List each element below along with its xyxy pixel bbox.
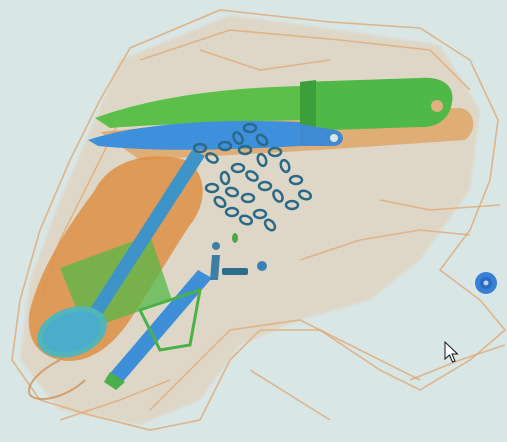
second-knife-icon [88,120,343,150]
pen-icon [104,270,212,390]
chain-icon [192,122,313,232]
coin-icon [475,272,497,294]
spoon-icon [37,150,205,358]
mouse-pointer-icon [444,340,459,363]
knife-icon [95,77,453,130]
small-metal-items [210,233,267,280]
organic-object-edge [28,359,86,400]
